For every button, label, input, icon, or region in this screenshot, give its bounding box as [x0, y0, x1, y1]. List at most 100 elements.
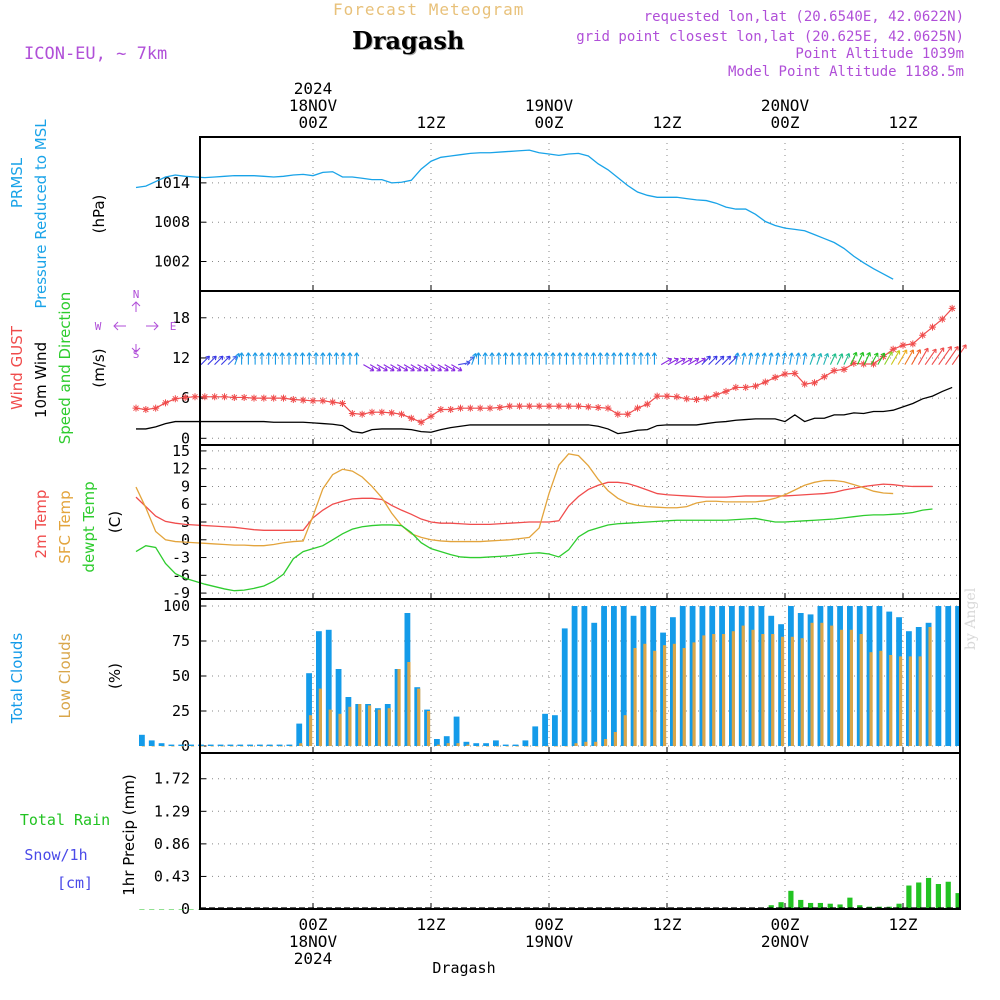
wind-direction-arrow	[816, 352, 823, 365]
total-cloud-bar	[502, 744, 509, 746]
wind-direction-arrow	[286, 352, 292, 365]
gust-marker	[683, 395, 691, 403]
low-cloud-bar	[387, 708, 391, 746]
low-cloud-bar	[879, 650, 883, 746]
low-cloud-bar	[200, 746, 204, 747]
low-cloud-bar	[515, 746, 519, 747]
bottom-time-label: 12Z	[889, 915, 918, 934]
low-cloud-bar	[338, 713, 342, 746]
low-cloud-bar	[249, 746, 254, 747]
panel-background-precip	[200, 753, 960, 909]
gust-marker	[673, 393, 681, 401]
total-cloud-bar	[581, 606, 588, 746]
low-cloud-bar	[210, 746, 214, 747]
y-tick-label: 0	[181, 900, 190, 918]
low-cloud-bar	[495, 746, 499, 747]
total-cloud-bar	[158, 743, 165, 746]
low-cloud-bar	[564, 746, 568, 747]
wind-direction-arrow	[631, 352, 637, 365]
total-cloud-bar	[493, 740, 499, 746]
low-cloud-bar	[672, 643, 676, 746]
wind10m-label: 10m Wind	[32, 342, 50, 418]
grid-point-coords: grid point closest lon,lat (20.625E, 42.…	[576, 29, 964, 45]
gust-marker	[230, 393, 238, 401]
total-cloud-bar	[247, 744, 253, 746]
wind-direction-arrow	[788, 352, 794, 365]
total-cloud-bar	[955, 606, 961, 746]
gust-marker	[496, 404, 504, 412]
total-cloud-bar	[483, 743, 489, 746]
wind-direction-arrow	[272, 352, 279, 365]
low-cloud-bar	[535, 746, 539, 747]
wind-direction-arrow	[410, 364, 422, 372]
temp-2m-line	[135, 481, 933, 531]
low-cloud-bar	[456, 743, 460, 746]
wind-direction-arrow	[530, 352, 536, 365]
low-cloud-bar	[918, 656, 922, 746]
y-tick-label: 12	[172, 349, 190, 367]
y-tick-label: 12	[172, 460, 190, 478]
requested-coords: requested lon,lat (20.6540E, 42.0622N)	[643, 9, 964, 25]
gust-marker	[653, 392, 661, 400]
wind-direction-arrow	[660, 357, 673, 366]
low-cloud-bar	[318, 688, 322, 746]
total-cloud-bar	[276, 744, 283, 746]
gust-marker	[250, 394, 258, 402]
gust-marker	[948, 304, 956, 312]
wind-direction-arrow	[768, 352, 774, 365]
wind-direction-arrow	[259, 352, 265, 365]
gust-marker	[870, 360, 877, 368]
low-cloud-bar	[662, 645, 667, 746]
wind-direction-arrow	[444, 364, 456, 372]
wind-direction-arrow	[570, 352, 576, 365]
pressure-line	[135, 149, 894, 280]
low-cloud-bar	[436, 744, 440, 746]
wind-direction-arrow	[856, 351, 865, 365]
wind-direction-arrow	[376, 364, 388, 372]
gust-marker	[181, 393, 189, 401]
gust-marker	[476, 404, 484, 412]
gust-marker	[132, 404, 140, 412]
gust-marker	[437, 406, 445, 414]
bottom-time-label: 12Z	[653, 915, 682, 934]
total-cloud-bar	[591, 622, 598, 746]
low-cloud-bar	[800, 638, 804, 746]
total-cloud-bar	[601, 606, 607, 746]
wind-direction-arrow	[694, 357, 706, 366]
y-tick-label: 1008	[154, 213, 190, 231]
low-cloud-bar	[810, 622, 814, 746]
rain-bar	[857, 905, 863, 909]
gust-marker	[811, 379, 818, 387]
gust-marker	[604, 404, 612, 412]
gust-marker	[299, 396, 307, 404]
wind-direction-arrow	[266, 352, 272, 365]
wind-direction-arrow	[279, 352, 285, 365]
wind-direction-arrow	[584, 352, 590, 365]
wind-direction-arrow	[424, 364, 436, 372]
wind-direction-arrow	[383, 364, 395, 372]
low-cloud-bar	[741, 625, 745, 746]
gust-marker	[575, 402, 582, 410]
low-cloud-bar	[682, 648, 686, 746]
top-time-label: 00Z	[535, 113, 564, 132]
panel-frame-precip	[199, 752, 961, 910]
low-cloud-bar	[230, 746, 234, 747]
bottom-time-label: 19NOV	[525, 932, 574, 951]
gust-marker	[486, 404, 494, 412]
total-cloud-bar	[945, 606, 952, 746]
low-cloud-bar	[554, 746, 558, 747]
gust-marker	[889, 345, 897, 353]
wind-direction-arrow	[638, 352, 644, 365]
low-cloud-bar	[426, 711, 431, 746]
gust-marker	[339, 399, 346, 407]
gust-marker	[791, 369, 799, 377]
wind-direction-arrow	[870, 352, 879, 365]
y-tick-label: -3	[172, 549, 190, 567]
gust-marker	[525, 402, 533, 410]
low-cloud-bar	[397, 669, 401, 746]
gust-marker	[712, 391, 720, 399]
y-tick-label: 18	[172, 309, 190, 327]
low-cloud-bar	[190, 746, 195, 747]
rain-bar	[807, 902, 814, 909]
gust-marker	[761, 378, 769, 386]
